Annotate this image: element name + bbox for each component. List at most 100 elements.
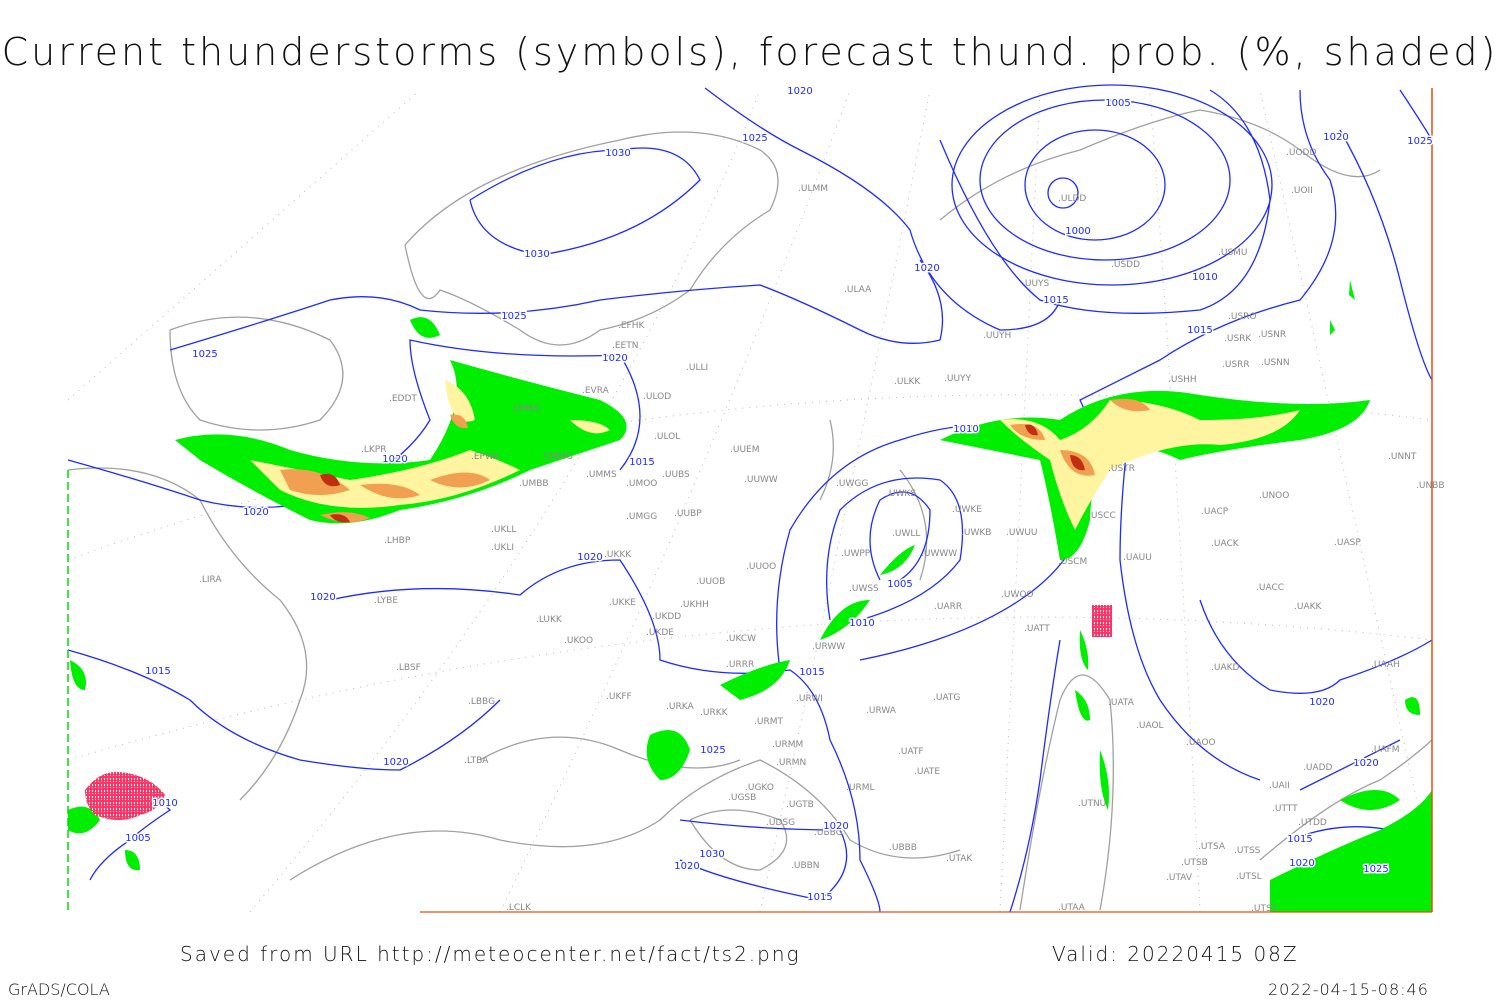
isobar-label: 1020 xyxy=(602,353,627,364)
isobar-label: 1020 xyxy=(823,821,848,832)
isobar-label: 1030 xyxy=(605,148,630,159)
isobar-label: 1015 xyxy=(799,667,824,678)
isobar-label: 1020 xyxy=(1289,858,1314,869)
station-label: .URWI xyxy=(796,694,823,704)
station-label: .LBBG xyxy=(468,697,495,707)
station-label: .ULKK xyxy=(894,377,921,387)
isobar-label: 1020 xyxy=(674,861,699,872)
isobar-label: 1020 xyxy=(914,263,939,274)
station-label: .UUYH xyxy=(983,331,1011,341)
isobar-label: 1015 xyxy=(1043,295,1068,306)
station-label: .USDD xyxy=(1111,260,1140,270)
station-label: .URMT xyxy=(754,717,783,727)
station-label: .UUBS xyxy=(662,470,690,480)
isobar-label: 1020 xyxy=(577,552,602,563)
station-label: .UNBB xyxy=(1416,481,1445,491)
station-label: .EETN xyxy=(612,341,638,351)
isobar-label: 1010 xyxy=(1192,272,1217,283)
station-label: .UWWW xyxy=(921,549,957,559)
isobar-label: 1005 xyxy=(125,833,150,844)
generation-timestamp: 2022-04-15-08:46 xyxy=(1268,980,1429,999)
station-label: .UTAK xyxy=(946,854,973,864)
isobar-labels: 1020 1025 1030 1030 1025 1025 1020 1020 1020 1015… xyxy=(124,85,1434,905)
station-label: .UASP xyxy=(1334,538,1361,548)
station-label: .UTSL xyxy=(1236,872,1262,882)
isobar-label: 1015 xyxy=(1287,834,1312,845)
station-label: .USRO xyxy=(1228,312,1257,322)
isobar-label: 1015 xyxy=(1187,325,1212,336)
thunderstorm-symbols xyxy=(85,605,1112,820)
station-label: .UTDD xyxy=(1298,818,1327,828)
station-label: .URWA xyxy=(866,706,897,716)
station-label: .UNNT xyxy=(1388,452,1417,462)
station-label: .UGKO xyxy=(745,783,774,793)
station-label: .UMMS xyxy=(586,470,617,480)
station-label: .URML xyxy=(846,783,874,793)
station-label: .UBBG xyxy=(814,828,843,838)
station-label: .UWUU xyxy=(1006,528,1038,538)
station-label: .URMM xyxy=(772,740,803,750)
station-label: .USMU xyxy=(1218,248,1248,258)
station-label: .LBSF xyxy=(396,663,421,673)
station-label: .UKLI xyxy=(491,543,514,553)
station-label: .UTSB xyxy=(1181,858,1208,868)
station-label: .LYBE xyxy=(374,596,398,606)
station-label: .UTSA xyxy=(1198,842,1226,852)
isobar-label: 1025 xyxy=(501,311,526,322)
station-label: .URWW xyxy=(812,642,845,652)
station-label: .UARR xyxy=(934,602,962,612)
station-label: .UMBB xyxy=(519,479,549,489)
station-label: .UATG xyxy=(933,693,960,703)
station-label: .UACK xyxy=(1211,539,1240,549)
station-label: .UATE xyxy=(914,767,940,777)
station-label: .USNN xyxy=(1261,358,1290,368)
station-label: .USTR xyxy=(1108,464,1135,474)
station-label: .EPWA xyxy=(471,452,500,462)
station-label: .UADD xyxy=(1303,763,1333,773)
station-label: .UAUU xyxy=(1123,553,1152,563)
station-label: .ULDD xyxy=(1058,194,1086,204)
isobar-label: 1025 xyxy=(192,349,217,360)
isobar-label: 1030 xyxy=(524,249,549,260)
station-label: .LUKK xyxy=(536,615,563,625)
station-label: .ULOL xyxy=(654,432,680,442)
station-label: .USCM xyxy=(1058,557,1087,567)
station-label: .UUWW xyxy=(744,475,778,485)
isobar-label: 1000 xyxy=(1065,226,1090,237)
station-label: .UTTT xyxy=(1272,804,1298,814)
station-label: .URMN xyxy=(776,758,806,768)
station-label: .LHBP xyxy=(384,536,411,546)
station-label: .UWLL xyxy=(892,529,920,539)
isobar-label: 1005 xyxy=(1105,98,1130,109)
station-label: .UKDD xyxy=(652,612,681,622)
station-label: .UKFF xyxy=(606,692,632,702)
station-label: .UATT xyxy=(1024,624,1050,634)
thunderstorm-symbol-area xyxy=(85,771,165,820)
source-url-text: Saved from URL http://meteocenter.net/fa… xyxy=(180,942,801,966)
station-label: .UAAH xyxy=(1371,660,1400,670)
station-label: .UMKK xyxy=(511,404,541,414)
station-label: .UWKB xyxy=(961,528,991,538)
station-label: .UAII xyxy=(1269,781,1290,791)
station-labels: .EFHK .EETN .EVRA .ULOD .ULLI .ULOL .UMKK .EPWA… xyxy=(199,148,1445,914)
isobar-label: 1015 xyxy=(145,666,170,677)
station-label: .UMMG xyxy=(541,452,573,462)
station-label: .UAOL xyxy=(1136,721,1164,731)
station-label: .UTAA xyxy=(1058,903,1086,913)
station-label: .USRR xyxy=(1222,360,1250,370)
software-credit: GrADS/COLA xyxy=(8,980,110,999)
station-label: .URRR xyxy=(726,660,754,670)
station-label: .UGTB xyxy=(786,800,814,810)
station-label: .USRK xyxy=(1224,334,1252,344)
station-label: .UKKK xyxy=(604,550,632,560)
station-label: .LKPR xyxy=(361,445,386,455)
station-label: .ULLI xyxy=(686,363,708,373)
station-label: .UUOO xyxy=(746,562,776,572)
station-label: .UBBN xyxy=(791,861,820,871)
station-label: .UMOO xyxy=(626,479,657,489)
station-label: .EVRA xyxy=(582,386,610,396)
isobar-label: 1025 xyxy=(742,133,767,144)
station-label: .UDSG xyxy=(766,818,795,828)
coastlines xyxy=(67,109,1433,911)
